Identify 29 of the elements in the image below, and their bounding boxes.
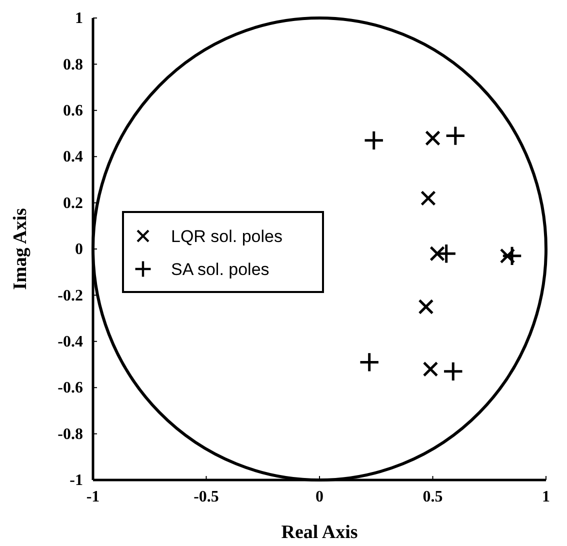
point	[502, 246, 522, 266]
y-tick-label: 1	[75, 10, 83, 28]
point	[364, 130, 384, 151]
x-tick-label: 0	[316, 488, 324, 506]
x-tick-label: 1	[542, 488, 550, 506]
x-tick-label: -0.5	[194, 488, 219, 506]
y-tick-label: 0.8	[63, 56, 83, 74]
point	[418, 299, 434, 314]
x-tick-label: 0.5	[422, 488, 443, 506]
y-tick-label: -0.6	[58, 380, 83, 397]
point	[425, 130, 440, 146]
point	[358, 352, 380, 373]
point	[422, 361, 438, 377]
y-tick-label: -0.8	[58, 426, 83, 443]
y-axis-title: Imag Axis	[10, 208, 31, 290]
y-tick-label: 0.2	[63, 194, 83, 212]
y-tick-label: -0.4	[58, 334, 83, 351]
y-tick-label: -0.2	[58, 287, 83, 304]
y-tick-label: 0.4	[63, 148, 83, 166]
y-tick-label: -1	[70, 472, 83, 490]
x-tick-label: -1	[86, 488, 100, 506]
y-tick-label: 0	[75, 241, 83, 258]
x-axis-title: Real Axis	[281, 522, 358, 543]
legend-label: LQR sol. poles	[171, 227, 282, 246]
point	[445, 125, 466, 146]
y-tick-label: 0.6	[63, 102, 83, 120]
point	[420, 190, 436, 206]
legend-label: SA sol. poles	[171, 260, 270, 279]
point	[442, 361, 464, 382]
